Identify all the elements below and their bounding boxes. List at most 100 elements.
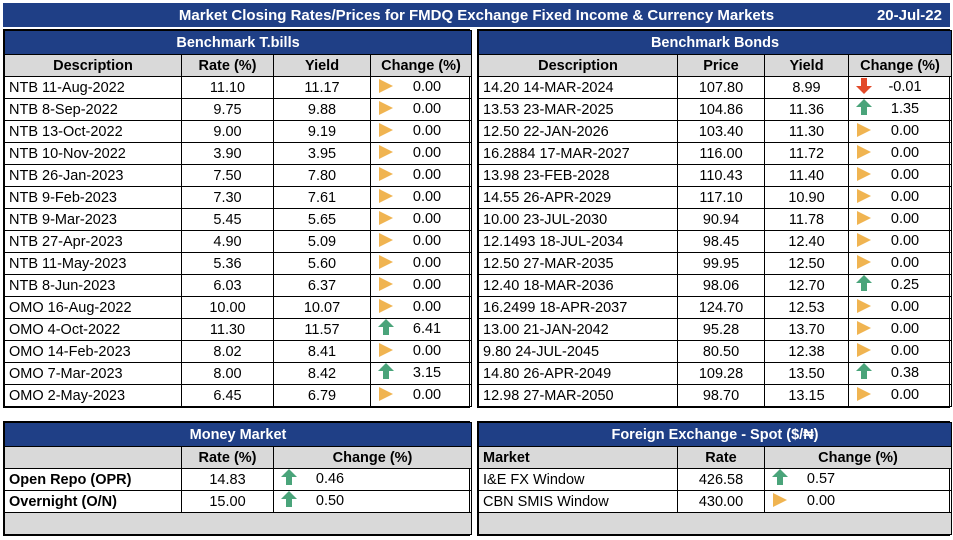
right-arrow-icon [375, 276, 397, 295]
row-yield: 3.95 [273, 142, 371, 165]
right-arrow-icon [375, 100, 397, 119]
row-description: 16.2499 18-APR-2037 [478, 296, 678, 319]
tbills-header: Benchmark T.bills [3, 30, 473, 55]
change-value: 3.15 [412, 365, 442, 382]
row-description: NTB 8-Jun-2023 [4, 274, 182, 297]
row-change: 0.50 [273, 490, 472, 513]
row-price: 99.95 [677, 252, 765, 275]
table-row: NTB 9-Feb-2023 7.30 7.61 0.00 [4, 186, 473, 209]
row-change: 0.00 [369, 296, 473, 319]
row-rate: 10.00 [181, 296, 274, 319]
change-value: 0.00 [412, 189, 442, 206]
right-arrow-icon [853, 122, 875, 141]
row-yield: 13.15 [764, 384, 849, 407]
table-row: 12.50 27-MAR-2035 99.95 12.50 0.00 [478, 252, 952, 275]
column-header: Rate (%) [181, 54, 274, 77]
fx-footer [478, 512, 952, 535]
report-date: 20-Jul-22 [876, 7, 942, 24]
right-arrow-icon [375, 210, 397, 229]
change-value: 0.57 [806, 471, 836, 488]
row-change: 0.00 [369, 384, 473, 407]
table-row: 14.80 26-APR-2049 109.28 13.50 0.38 [478, 362, 952, 385]
row-price: 104.86 [677, 98, 765, 121]
row-description: Overnight (O/N) [4, 490, 182, 513]
row-change: 6.41 [369, 318, 473, 341]
row-yield: 13.50 [764, 362, 849, 385]
row-description: 14.20 14-MAR-2024 [478, 76, 678, 99]
table-row: I&E FX Window 426.58 0.57 [478, 468, 952, 491]
table-row: 13.00 21-JAN-2042 95.28 13.70 0.00 [478, 318, 952, 341]
money-market-footer [4, 512, 472, 535]
row-change: 0.00 [369, 230, 473, 253]
row-rate: 3.90 [181, 142, 274, 165]
row-description: OMO 7-Mar-2023 [4, 362, 182, 385]
row-rate: 4.90 [181, 230, 274, 253]
change-value: 0.00 [412, 277, 442, 294]
table-row: OMO 2-May-2023 6.45 6.79 0.00 [4, 384, 473, 407]
row-change: 0.00 [848, 208, 952, 231]
change-value: 0.25 [890, 277, 920, 294]
row-change: 0.00 [369, 340, 473, 363]
table-row: NTB 8-Sep-2022 9.75 9.88 0.00 [4, 98, 473, 121]
row-yield: 5.65 [273, 208, 371, 231]
row-change: 0.00 [369, 208, 473, 231]
row-description: 10.00 23-JUL-2030 [478, 208, 678, 231]
row-change: 0.00 [369, 274, 473, 297]
right-arrow-icon [853, 386, 875, 405]
change-value: 1.35 [890, 101, 920, 118]
change-value: 0.00 [412, 387, 442, 404]
right-arrow-icon [853, 320, 875, 339]
row-description: 13.98 23-FEB-2028 [478, 164, 678, 187]
row-rate: 5.36 [181, 252, 274, 275]
change-value: -0.01 [888, 79, 922, 96]
row-change: 0.00 [848, 120, 952, 143]
row-description: NTB 9-Mar-2023 [4, 208, 182, 231]
column-header: Change (%) [848, 54, 952, 77]
table-row: Open Repo (OPR) 14.83 0.46 [4, 468, 472, 491]
row-description: 12.50 27-MAR-2035 [478, 252, 678, 275]
column-header: Description [478, 54, 678, 77]
row-description: 9.80 24-JUL-2045 [478, 340, 678, 363]
row-yield: 5.09 [273, 230, 371, 253]
money-market-table: Money Market Rate (%) Change (%) Open Re… [4, 422, 472, 535]
table-row: 9.80 24-JUL-2045 80.50 12.38 0.00 [478, 340, 952, 363]
right-arrow-icon [375, 386, 397, 405]
right-arrow-icon [375, 298, 397, 317]
row-yield: 11.36 [764, 98, 849, 121]
change-value: 0.00 [890, 189, 920, 206]
row-change: 0.00 [369, 120, 473, 143]
table-row: 14.55 26-APR-2029 117.10 10.90 0.00 [478, 186, 952, 209]
row-price: 98.70 [677, 384, 765, 407]
column-header: Rate (%) [181, 446, 274, 469]
bonds-table: Benchmark Bonds Description Price Yield … [478, 30, 952, 407]
row-description: 12.50 22-JAN-2026 [478, 120, 678, 143]
row-rate: 9.75 [181, 98, 274, 121]
row-description: 13.53 23-MAR-2025 [478, 98, 678, 121]
row-description: NTB 10-Nov-2022 [4, 142, 182, 165]
fx-table: Foreign Exchange - Spot ($/₦) Market Rat… [478, 422, 952, 535]
row-description: OMO 2-May-2023 [4, 384, 182, 407]
change-value: 0.00 [890, 387, 920, 404]
right-arrow-icon [853, 254, 875, 273]
table-row: NTB 27-Apr-2023 4.90 5.09 0.00 [4, 230, 473, 253]
right-arrow-icon [853, 188, 875, 207]
row-rate: 5.45 [181, 208, 274, 231]
row-price: 107.80 [677, 76, 765, 99]
table-row: NTB 10-Nov-2022 3.90 3.95 0.00 [4, 142, 473, 165]
right-arrow-icon [853, 144, 875, 163]
change-value: 0.00 [890, 321, 920, 338]
table-row: 12.50 22-JAN-2026 103.40 11.30 0.00 [478, 120, 952, 143]
row-yield: 5.60 [273, 252, 371, 275]
table-row: OMO 14-Feb-2023 8.02 8.41 0.00 [4, 340, 473, 363]
change-value: 0.00 [890, 343, 920, 360]
row-description: OMO 14-Feb-2023 [4, 340, 182, 363]
row-change: 0.00 [369, 252, 473, 275]
up-arrow-icon [853, 363, 875, 383]
table-row: NTB 9-Mar-2023 5.45 5.65 0.00 [4, 208, 473, 231]
up-arrow-icon [278, 491, 300, 511]
up-arrow-icon [853, 275, 875, 295]
row-change: 0.00 [369, 186, 473, 209]
change-value: 0.00 [412, 167, 442, 184]
row-yield: 12.38 [764, 340, 849, 363]
column-header: Yield [764, 54, 849, 77]
